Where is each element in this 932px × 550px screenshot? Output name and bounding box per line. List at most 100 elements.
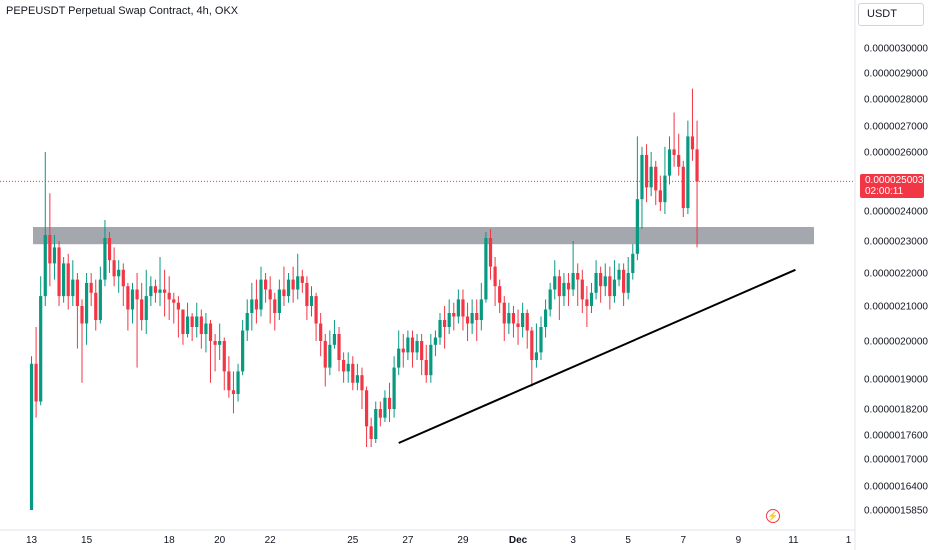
candle-body (319, 323, 323, 341)
candle-body (250, 299, 254, 313)
candle-body (438, 320, 442, 338)
candle-body (548, 289, 552, 310)
candle-body (475, 313, 479, 320)
candle-body (488, 238, 493, 267)
candle-body (277, 289, 281, 313)
candle-body (117, 269, 121, 277)
candle-body (39, 296, 43, 402)
candle-body (493, 266, 497, 287)
candle-body (383, 397, 387, 418)
y-tick-label: 0.0000015850 (864, 506, 928, 517)
candle-body (654, 166, 658, 191)
candle-body (608, 276, 612, 297)
candle-body (332, 334, 337, 345)
candle-body (185, 316, 190, 334)
candle-body (62, 263, 66, 297)
candle-body (176, 302, 180, 310)
candle-body (640, 154, 644, 200)
candle-body (456, 299, 460, 317)
candle-body (199, 316, 203, 334)
candle-body (227, 371, 231, 391)
candle-body (351, 363, 355, 383)
candle-body (622, 269, 626, 293)
x-tick-label: 29 (457, 535, 469, 546)
candle-body (433, 337, 438, 345)
x-tick-label: 11 (788, 535, 799, 546)
x-tick-label: Dec (509, 535, 528, 546)
candle-body (158, 289, 162, 293)
candle-body (71, 279, 75, 297)
candle-body (241, 330, 245, 372)
candle-countdown: 02:00:11 (865, 186, 904, 197)
current-price-label: 0.000025003 02:00:11 (860, 174, 924, 198)
current-price-value: 0.000025003 (865, 175, 924, 186)
candle-body (681, 166, 685, 209)
candle-body (273, 299, 277, 313)
candle-body (521, 313, 525, 327)
candle-body (603, 276, 607, 287)
candle-body (121, 269, 125, 287)
candle-body (259, 279, 263, 310)
candle-body (286, 279, 291, 297)
candle-body (507, 313, 511, 324)
candle-body (222, 341, 226, 372)
candle-body (254, 299, 259, 310)
x-tick-label: 20 (214, 535, 226, 546)
candle-body (576, 273, 580, 280)
x-tick-label: 3 (570, 535, 576, 546)
y-tick-label: 0.0000018200 (864, 405, 928, 416)
candle-body (479, 299, 483, 320)
candle-body (498, 286, 502, 303)
candle-body (553, 276, 557, 290)
y-tick-label: 0.0000029000 (864, 69, 928, 80)
currency-selector[interactable]: USDT (858, 3, 924, 26)
candle-body (397, 348, 401, 368)
candle-body (663, 175, 667, 203)
candle-body (204, 323, 208, 334)
candle-body (525, 313, 529, 331)
candle-body (195, 316, 199, 327)
candle-body (144, 296, 148, 320)
candle-body (644, 154, 649, 188)
candle-body (539, 327, 543, 353)
candle-body (585, 299, 589, 306)
candle-body (140, 299, 144, 320)
candle-body (107, 238, 112, 261)
candle-body (420, 341, 424, 360)
candle-body (263, 279, 268, 290)
candle-body (447, 313, 451, 327)
lightning-icon[interactable]: ⚡ (766, 509, 780, 523)
y-tick-label: 0.0000030000 (864, 44, 928, 55)
candle-body (94, 292, 98, 320)
y-tick-label: 0.0000028000 (864, 95, 928, 106)
candle-body (208, 323, 213, 341)
candle-body (635, 199, 639, 254)
candle-body (415, 341, 419, 353)
candle-body (667, 149, 672, 176)
candle-body (502, 302, 506, 324)
candle-body (355, 375, 359, 383)
candle-body (364, 390, 369, 427)
x-tick-label: 27 (402, 535, 414, 546)
x-tick-label: 5 (625, 535, 631, 546)
candle-body (387, 397, 392, 409)
y-tick-label: 0.0000020000 (864, 337, 928, 348)
support-zone (33, 227, 814, 245)
y-tick-label: 0.0000027000 (864, 122, 928, 133)
candle-body (135, 289, 139, 300)
candle-body (337, 334, 341, 360)
candle-body (452, 313, 456, 317)
candle-body (443, 320, 447, 327)
candle-body (57, 247, 61, 297)
candle-body (29, 363, 34, 510)
y-tick-label: 0.0000024000 (864, 207, 928, 218)
candle-body (167, 292, 171, 300)
x-tick-label: 13 (26, 535, 38, 546)
candle-body (599, 273, 603, 287)
candle-body (470, 313, 474, 324)
candle-body (75, 279, 79, 306)
candle-body (149, 286, 153, 297)
candle-body (52, 247, 57, 264)
candle-body (401, 348, 405, 353)
